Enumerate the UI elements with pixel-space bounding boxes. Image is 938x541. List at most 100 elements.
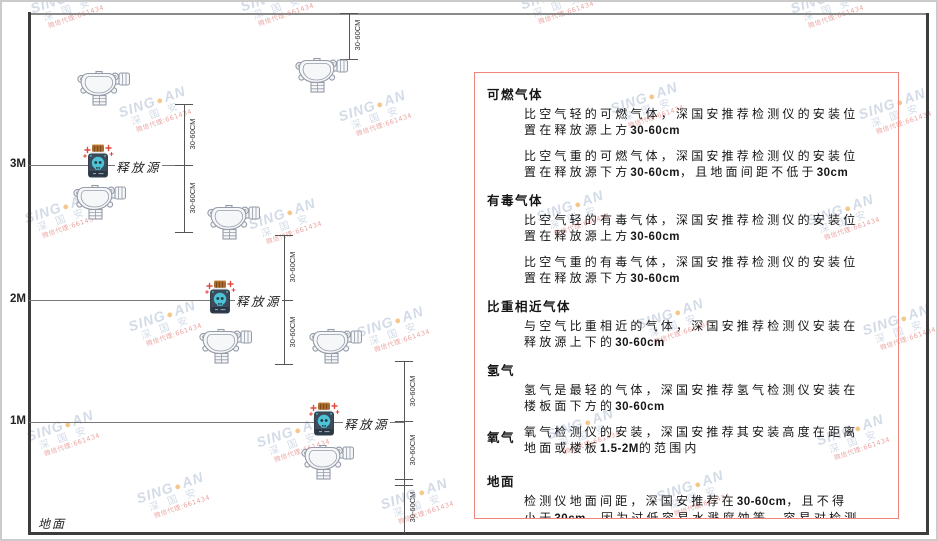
measurement-value: 30-60cm — [615, 337, 665, 349]
paragraph-text: 比空气重的可燃气体，深国安推荐检测仪的安装位置在释放源下方 — [524, 149, 859, 179]
measurement-value: 30-60cm — [615, 401, 665, 413]
dimension-tick — [340, 13, 358, 14]
brand-text-right: AN — [834, 0, 860, 1]
brand-text-right: AN — [74, 0, 100, 1]
dimension-tick — [395, 479, 413, 480]
gas-detector — [294, 57, 349, 98]
section-paragraph: 氧气检测仪的安装，深国安推荐其安装高度在距离地面或楼板1.5-2M的范围内 — [524, 424, 860, 457]
section-paragraph: 检测仪地面间距，深国安推荐在30-60cm，且不得小于30cm，因为过低容易水溅… — [524, 493, 860, 519]
ground-label: 地面 — [38, 517, 67, 531]
dimension-tick — [275, 364, 293, 365]
panel-section-ground: 地面 检测仪地面间距，深国安推荐在30-60cm，且不得小于30cm，因为过低容易… — [487, 471, 886, 519]
paragraph-text: 比空气轻的可燃气体，深国安推荐检测仪的安装位置在释放源上方 — [524, 107, 859, 137]
panel-section-oxygen: 氧气 氧气检测仪的安装，深国安推荐其安装高度在距离地面或楼板1.5-2M的范围内 — [487, 424, 886, 457]
height-level-label: 1M — [10, 415, 26, 427]
dimension-label: 30-60CM — [188, 182, 197, 214]
guideline-panel: 可燃气体 比空气轻的可燃气体，深国安推荐检测仪的安装位置在释放源上方30-60cm… — [474, 72, 899, 519]
dimension-tick — [340, 59, 358, 60]
height-level-label: 2M — [10, 293, 26, 305]
dimension-tick — [275, 235, 293, 236]
gas-detector — [206, 204, 261, 245]
gas-detector — [198, 328, 253, 369]
height-level-line — [29, 422, 404, 423]
section-paragraph: 比空气重的有毒气体，深国安推荐检测仪的安装位置在释放源下方30-60cm — [524, 254, 860, 287]
dimension-label: 30-60CM — [408, 491, 417, 523]
section-heading: 有毒气体 — [487, 193, 544, 208]
measurement-value: 30-60cm — [630, 167, 680, 179]
paragraph-text: ，且不得小于 — [524, 494, 848, 519]
dimension-label: 30-60CM — [288, 316, 297, 348]
release-source — [307, 400, 341, 445]
gas-detector-icon — [309, 328, 363, 364]
panel-section-toxic: 有毒气体 比空气轻的有毒气体，深国安推荐检测仪的安装位置在释放源上方30-60cm… — [487, 190, 886, 287]
measurement-value: 30-60cm — [630, 273, 680, 285]
release-source-label: 释放源 — [235, 291, 283, 310]
dimension-tick — [175, 165, 193, 166]
measurement-value: 30cm — [816, 167, 849, 179]
height-level-line — [29, 300, 284, 301]
dimension-label: 30-60CM — [353, 19, 362, 51]
section-heading: 可燃气体 — [487, 87, 544, 102]
paragraph-text: ，因为过低容易水溅腐蚀等，容易对检测仪造成伤害 — [585, 511, 860, 519]
dimension-line — [349, 13, 350, 59]
dimension-tick — [395, 421, 413, 422]
gas-detector — [308, 328, 363, 369]
paragraph-text: 氢气是最轻的气体，深国安推荐氢气检测仪安装在楼板面下方的 — [524, 383, 859, 413]
dimension-label: 30-60CM — [188, 118, 197, 150]
ceiling-line — [28, 13, 929, 15]
left-wall-line — [28, 12, 31, 535]
gas-detector — [76, 70, 131, 111]
section-heading: 地面 — [487, 474, 516, 489]
section-paragraph: 比空气轻的有毒气体，深国安推荐检测仪的安装位置在释放源上方30-60cm — [524, 212, 860, 245]
gas-detector-icon — [295, 57, 349, 93]
right-wall-line — [926, 13, 929, 534]
dimension-label: 30-60CM — [288, 251, 297, 283]
dimension-tick — [175, 232, 193, 233]
dimension-line — [404, 361, 405, 533]
release-source-label: 释放源 — [115, 157, 163, 176]
gas-detector — [72, 184, 127, 225]
dimension-label: 30-60CM — [408, 375, 417, 407]
dimension-tick — [275, 300, 293, 301]
gas-detector-icon — [207, 204, 261, 240]
dimension-line — [284, 235, 285, 364]
ground-line — [28, 532, 929, 535]
height-level-label: 3M — [10, 158, 26, 170]
gas-detector-icon — [301, 444, 355, 480]
release-source — [203, 278, 237, 323]
section-heading: 氢气 — [487, 363, 516, 378]
dimension-tick — [395, 361, 413, 362]
section-heading: 氧气 — [487, 430, 516, 445]
section-heading: 比重相近气体 — [487, 299, 572, 314]
paragraph-text: 与空气比重相近的气体，深国安推荐检测仪安装在释放源上下的 — [524, 319, 859, 349]
section-paragraph: 比空气轻的可燃气体，深国安推荐检测仪的安装位置在释放源上方30-60cm — [524, 106, 860, 139]
panel-section-combustible: 可燃气体 比空气轻的可燃气体，深国安推荐检测仪的安装位置在释放源上方30-60cm… — [487, 84, 886, 181]
release-source-icon — [83, 144, 114, 178]
gas-detector — [300, 444, 355, 485]
gas-detector-icon — [73, 184, 127, 220]
paragraph-text: 比空气轻的有毒气体，深国安推荐检测仪的安装位置在释放源上方 — [524, 213, 859, 243]
gas-detector-icon — [77, 70, 131, 106]
panel-section-similar-density: 比重相近气体与空气比重相近的气体，深国安推荐检测仪安装在释放源上下的30-60c… — [487, 296, 886, 351]
dimension-line — [184, 104, 185, 232]
paragraph-text: 检测仪地面间距，深国安推荐在 — [524, 494, 737, 508]
paragraph-text: 比空气重的有毒气体，深国安推荐检测仪的安装位置在释放源下方 — [524, 255, 859, 285]
release-source-label: 释放源 — [343, 414, 391, 433]
section-paragraph: 比空气重的可燃气体，深国安推荐检测仪的安装位置在释放源下方30-60cm，且地面… — [524, 148, 860, 181]
gas-detector-icon — [199, 328, 253, 364]
measurement-value: 30-60cm — [736, 496, 787, 508]
dimension-tick — [175, 104, 193, 105]
paragraph-text: ，且地面间距不低于 — [679, 165, 817, 179]
release-source-icon — [205, 280, 236, 314]
section-paragraph: 氢气是最轻的气体，深国安推荐氢气检测仪安装在楼板面下方的30-60cm — [524, 382, 860, 415]
release-source — [81, 142, 115, 187]
release-source-icon — [309, 402, 340, 436]
paragraph-text: 氧气检测仪的安装，深国安推荐其安装高度在距离地面或楼板 — [524, 425, 859, 455]
section-paragraph: 与空气比重相近的气体，深国安推荐检测仪安装在释放源上下的30-60cm — [524, 318, 860, 351]
paragraph-text: 的范围内 — [638, 441, 700, 455]
measurement-value: 30-60cm — [630, 125, 680, 137]
panel-section-hydrogen: 氢气 氢气是最轻的气体，深国安推荐氢气检测仪安装在楼板面下方的30-60cm — [487, 360, 886, 415]
dimension-tick — [395, 485, 413, 486]
